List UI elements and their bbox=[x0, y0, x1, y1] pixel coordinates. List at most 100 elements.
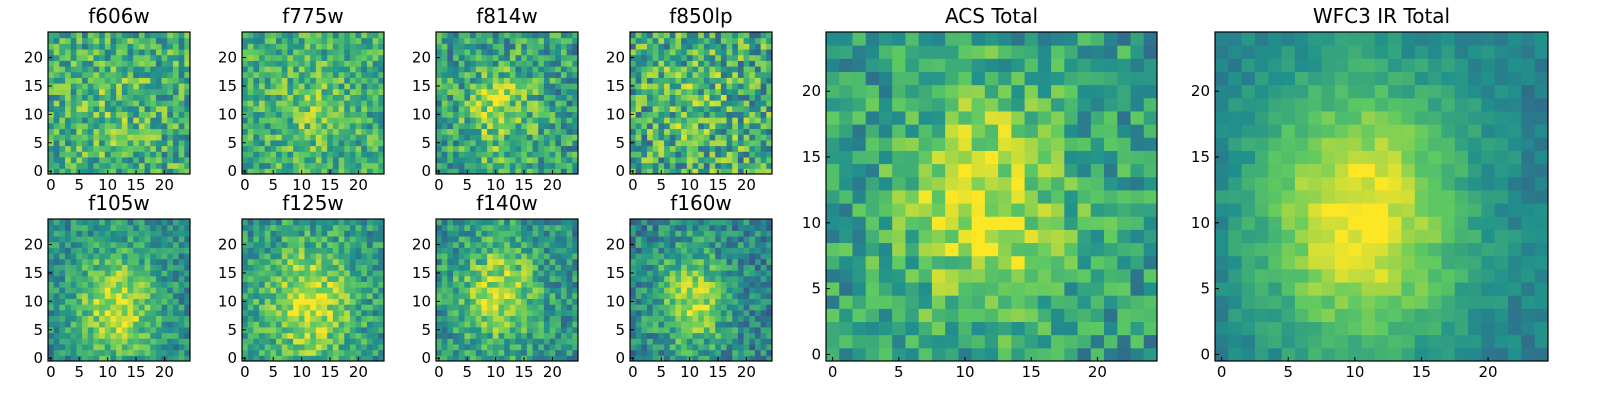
heatmap-cell bbox=[70, 43, 77, 50]
heatmap-cell bbox=[133, 32, 140, 39]
heatmap-cell bbox=[110, 151, 117, 158]
heatmap-cell bbox=[698, 128, 705, 135]
heatmap-cell bbox=[70, 247, 77, 254]
heatmap-cell bbox=[487, 281, 494, 288]
heatmap-cell bbox=[681, 292, 688, 300]
heatmap-cell bbox=[53, 32, 60, 39]
heatmap-cell bbox=[293, 151, 300, 158]
heatmap-cell bbox=[709, 332, 716, 339]
heatmap-cell bbox=[641, 275, 648, 282]
heatmap-cell bbox=[259, 298, 266, 305]
heatmap-cell bbox=[253, 326, 260, 334]
heatmap-cell bbox=[572, 343, 579, 351]
heatmap-cell bbox=[355, 139, 362, 147]
heatmap-cell bbox=[99, 162, 106, 169]
heatmap-cell bbox=[259, 122, 266, 130]
y-tick-label: 5 bbox=[227, 134, 237, 152]
heatmap-cell bbox=[560, 94, 568, 101]
heatmap-cell bbox=[743, 32, 750, 39]
heatmap-cell bbox=[355, 105, 362, 113]
heatmap-cell bbox=[487, 349, 494, 356]
heatmap-cell bbox=[247, 122, 254, 130]
heatmap-cell bbox=[167, 32, 174, 39]
heatmap-cell bbox=[726, 37, 733, 44]
heatmap-cell bbox=[641, 321, 648, 328]
heatmap-cell bbox=[76, 298, 83, 305]
heatmap-cell bbox=[87, 298, 94, 305]
heatmap-cell bbox=[121, 219, 129, 226]
heatmap-cell bbox=[532, 162, 539, 169]
heatmap-cell bbox=[709, 32, 716, 39]
heatmap-cell bbox=[698, 275, 705, 282]
heatmap-cell bbox=[709, 49, 716, 56]
heatmap-cell bbox=[298, 94, 305, 101]
heatmap-cell bbox=[692, 298, 699, 305]
heatmap-cell bbox=[287, 88, 294, 95]
heatmap-cell bbox=[116, 230, 123, 237]
heatmap-cell bbox=[321, 111, 328, 118]
heatmap-cell bbox=[743, 88, 750, 95]
heatmap-cell bbox=[110, 111, 117, 118]
heatmap-cell bbox=[566, 309, 573, 317]
heatmap-cell bbox=[327, 275, 334, 282]
heatmap-cell bbox=[332, 111, 340, 118]
heatmap-cell bbox=[184, 60, 191, 67]
heatmap-cell bbox=[555, 253, 562, 260]
heatmap-cell bbox=[281, 224, 288, 231]
heatmap-cell bbox=[167, 71, 174, 78]
heatmap-cell bbox=[720, 304, 728, 311]
heatmap-cell bbox=[669, 168, 676, 175]
heatmap-cell bbox=[87, 281, 94, 288]
heatmap-cell bbox=[732, 270, 739, 277]
heatmap-cell bbox=[487, 32, 494, 39]
heatmap-cell bbox=[99, 94, 106, 101]
heatmap-cell bbox=[436, 321, 443, 328]
heatmap-cell bbox=[487, 151, 494, 158]
heatmap-cell bbox=[133, 111, 140, 118]
heatmap-cell bbox=[492, 292, 499, 300]
heatmap-cell bbox=[464, 60, 471, 67]
heatmap-cell bbox=[310, 338, 317, 345]
heatmap-cell bbox=[99, 264, 106, 271]
heatmap-cell bbox=[504, 224, 511, 231]
heatmap-cell bbox=[321, 332, 328, 339]
heatmap-cell bbox=[549, 247, 556, 254]
heatmap-cell bbox=[698, 94, 705, 101]
heatmap-cell bbox=[481, 292, 488, 300]
heatmap-cell bbox=[116, 275, 123, 282]
heatmap-cell bbox=[104, 60, 111, 67]
heatmap-cell bbox=[504, 355, 511, 362]
heatmap-cell bbox=[647, 258, 654, 265]
x-tick-label: 15 bbox=[708, 176, 727, 194]
heatmap-cell bbox=[566, 236, 573, 243]
heatmap-cell bbox=[150, 134, 157, 141]
heatmap-cell bbox=[732, 88, 739, 95]
heatmap-cell bbox=[715, 32, 722, 39]
heatmap-cell bbox=[669, 275, 676, 282]
heatmap-cell bbox=[664, 309, 671, 317]
heatmap-cell bbox=[53, 236, 60, 243]
heatmap-cell bbox=[378, 156, 385, 164]
heatmap-cell bbox=[172, 253, 180, 260]
heatmap-cell bbox=[293, 219, 300, 226]
heatmap-cell bbox=[549, 264, 556, 271]
heatmap-cell bbox=[754, 100, 762, 107]
heatmap-cell bbox=[116, 253, 123, 260]
heatmap-cell bbox=[498, 54, 505, 61]
heatmap-cell bbox=[436, 105, 443, 113]
heatmap-cell bbox=[355, 241, 362, 248]
heatmap-cell bbox=[526, 168, 534, 175]
heatmap-cell bbox=[184, 83, 191, 90]
heatmap-cell bbox=[144, 60, 151, 67]
heatmap-cell bbox=[361, 151, 368, 158]
heatmap-cell bbox=[99, 128, 106, 135]
heatmap-cell bbox=[372, 128, 379, 135]
heatmap-cell bbox=[436, 236, 443, 243]
heatmap-cell bbox=[681, 54, 688, 61]
heatmap-cell bbox=[70, 253, 77, 260]
heatmap-cell bbox=[276, 338, 283, 345]
heatmap-cell bbox=[349, 156, 357, 164]
heatmap-cell bbox=[87, 88, 94, 95]
heatmap-cell bbox=[133, 230, 140, 237]
heatmap-cell bbox=[76, 309, 83, 317]
